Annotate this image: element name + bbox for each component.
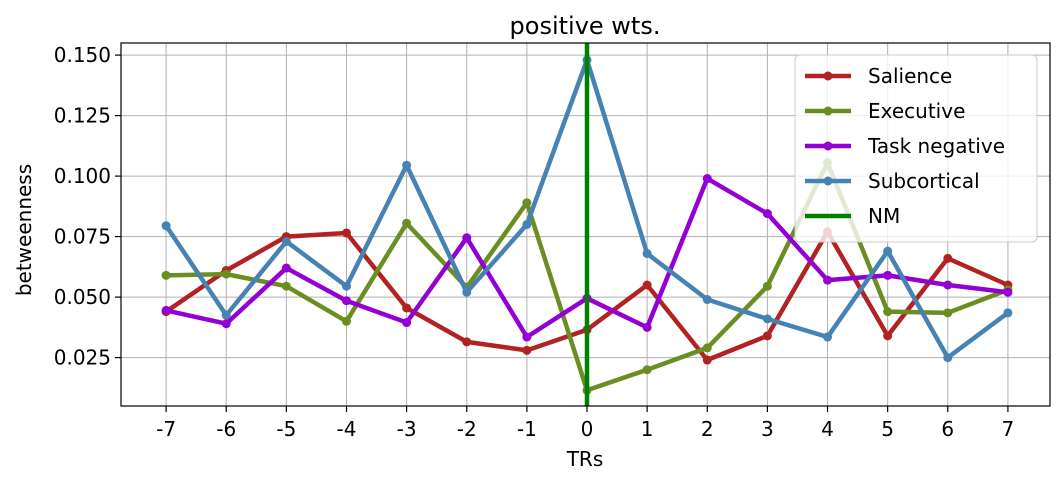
data-point-executive <box>522 198 532 208</box>
data-point-task-negative <box>281 263 291 273</box>
data-point-salience <box>341 228 351 238</box>
data-point-executive <box>702 343 712 353</box>
legend-marker <box>823 71 833 81</box>
data-point-executive <box>221 269 231 279</box>
legend-item-task-negative: Task negative <box>805 134 1005 158</box>
data-point-executive <box>161 270 171 280</box>
x-tick-label: -2 <box>457 417 477 441</box>
y-axis-label: betweenness <box>12 164 36 296</box>
legend-label: Salience <box>868 64 952 88</box>
data-point-subcortical <box>702 295 712 305</box>
x-tick-label: 2 <box>701 417 714 441</box>
x-axis-label: TRs <box>566 447 604 471</box>
legend-marker <box>823 176 833 186</box>
data-point-subcortical <box>943 353 953 363</box>
chart-title: positive wts. <box>510 12 661 40</box>
data-point-salience <box>402 303 412 313</box>
data-point-executive <box>883 307 893 317</box>
legend: Salience Executive Task negative Subcortica… <box>794 54 1038 243</box>
y-axis-ticks: 0.025 0.050 0.075 0.100 0.125 0.150 <box>54 43 121 370</box>
y-tick-label: 0.125 <box>54 104 111 128</box>
data-point-subcortical <box>522 220 532 229</box>
legend-label: Subcortical <box>868 169 980 193</box>
x-tick-label: -5 <box>276 417 296 441</box>
data-point-salience <box>883 331 893 341</box>
data-point-salience <box>462 337 472 347</box>
y-tick-label: 0.075 <box>54 225 111 249</box>
data-point-executive <box>402 218 412 228</box>
legend-marker <box>823 106 833 116</box>
legend-label: Executive <box>868 99 965 123</box>
data-point-task-negative <box>762 209 772 219</box>
x-tick-label: 6 <box>941 417 954 441</box>
data-point-task-negative <box>402 318 412 328</box>
data-point-task-negative <box>462 233 472 243</box>
data-point-salience <box>943 253 953 263</box>
data-point-subcortical <box>402 160 412 170</box>
y-tick-label: 0.050 <box>54 285 111 309</box>
data-point-task-negative <box>702 174 712 184</box>
data-point-subcortical <box>462 287 472 297</box>
data-point-salience <box>702 355 712 365</box>
x-tick-label: 7 <box>1002 417 1015 441</box>
data-point-executive <box>341 316 351 326</box>
data-point-task-negative <box>341 296 351 306</box>
data-point-salience <box>762 331 772 341</box>
data-point-task-negative <box>642 322 652 332</box>
legend-label: NM <box>868 204 900 228</box>
x-tick-label: -7 <box>156 417 176 441</box>
legend-label: Task negative <box>867 134 1005 158</box>
data-point-subcortical <box>883 246 893 256</box>
data-point-salience <box>522 345 532 355</box>
data-point-salience <box>642 280 652 290</box>
data-point-subcortical <box>823 332 833 342</box>
data-point-executive <box>642 365 652 375</box>
data-point-subcortical <box>642 249 652 259</box>
plot-frame <box>120 42 1051 407</box>
y-tick-label: 0.100 <box>54 164 111 188</box>
x-tick-label: 1 <box>641 417 654 441</box>
data-point-executive <box>281 281 291 291</box>
data-point-subcortical <box>341 281 351 291</box>
data-point-task-negative <box>522 332 532 342</box>
data-point-subcortical <box>1003 308 1013 318</box>
x-axis-ticks: -7 -6 -5 -4 -3 -2 -1 0 1 2 3 4 5 6 7 <box>156 406 1014 441</box>
data-point-subcortical <box>221 310 231 320</box>
legend-item-subcortical: Subcortical <box>805 169 980 193</box>
x-tick-label: -4 <box>337 417 357 441</box>
y-tick-label: 0.025 <box>54 346 111 370</box>
legend-box <box>794 54 1038 243</box>
x-tick-label: 4 <box>821 417 834 441</box>
data-point-task-negative <box>823 275 833 285</box>
data-point-task-negative <box>1003 287 1013 297</box>
x-tick-label: -6 <box>216 417 236 441</box>
data-point-subcortical <box>281 236 291 246</box>
x-tick-label: 5 <box>881 417 894 441</box>
data-point-task-negative <box>943 280 953 290</box>
data-point-executive <box>943 308 953 318</box>
data-point-subcortical <box>762 314 772 324</box>
data-point-task-negative <box>161 305 171 315</box>
x-tick-label: -3 <box>397 417 417 441</box>
legend-marker <box>823 141 833 151</box>
x-tick-label: -1 <box>517 417 537 441</box>
data-point-task-negative <box>883 270 893 280</box>
legend-item-salience: Salience <box>805 64 952 88</box>
legend-item-nm: NM <box>805 204 900 228</box>
data-point-task-negative <box>221 319 231 329</box>
x-tick-label: 0 <box>581 417 594 441</box>
y-tick-label: 0.150 <box>54 43 111 67</box>
legend-item-executive: Executive <box>805 99 965 123</box>
data-point-subcortical <box>161 221 171 231</box>
x-tick-label: 3 <box>761 417 774 441</box>
data-point-executive <box>762 281 772 291</box>
